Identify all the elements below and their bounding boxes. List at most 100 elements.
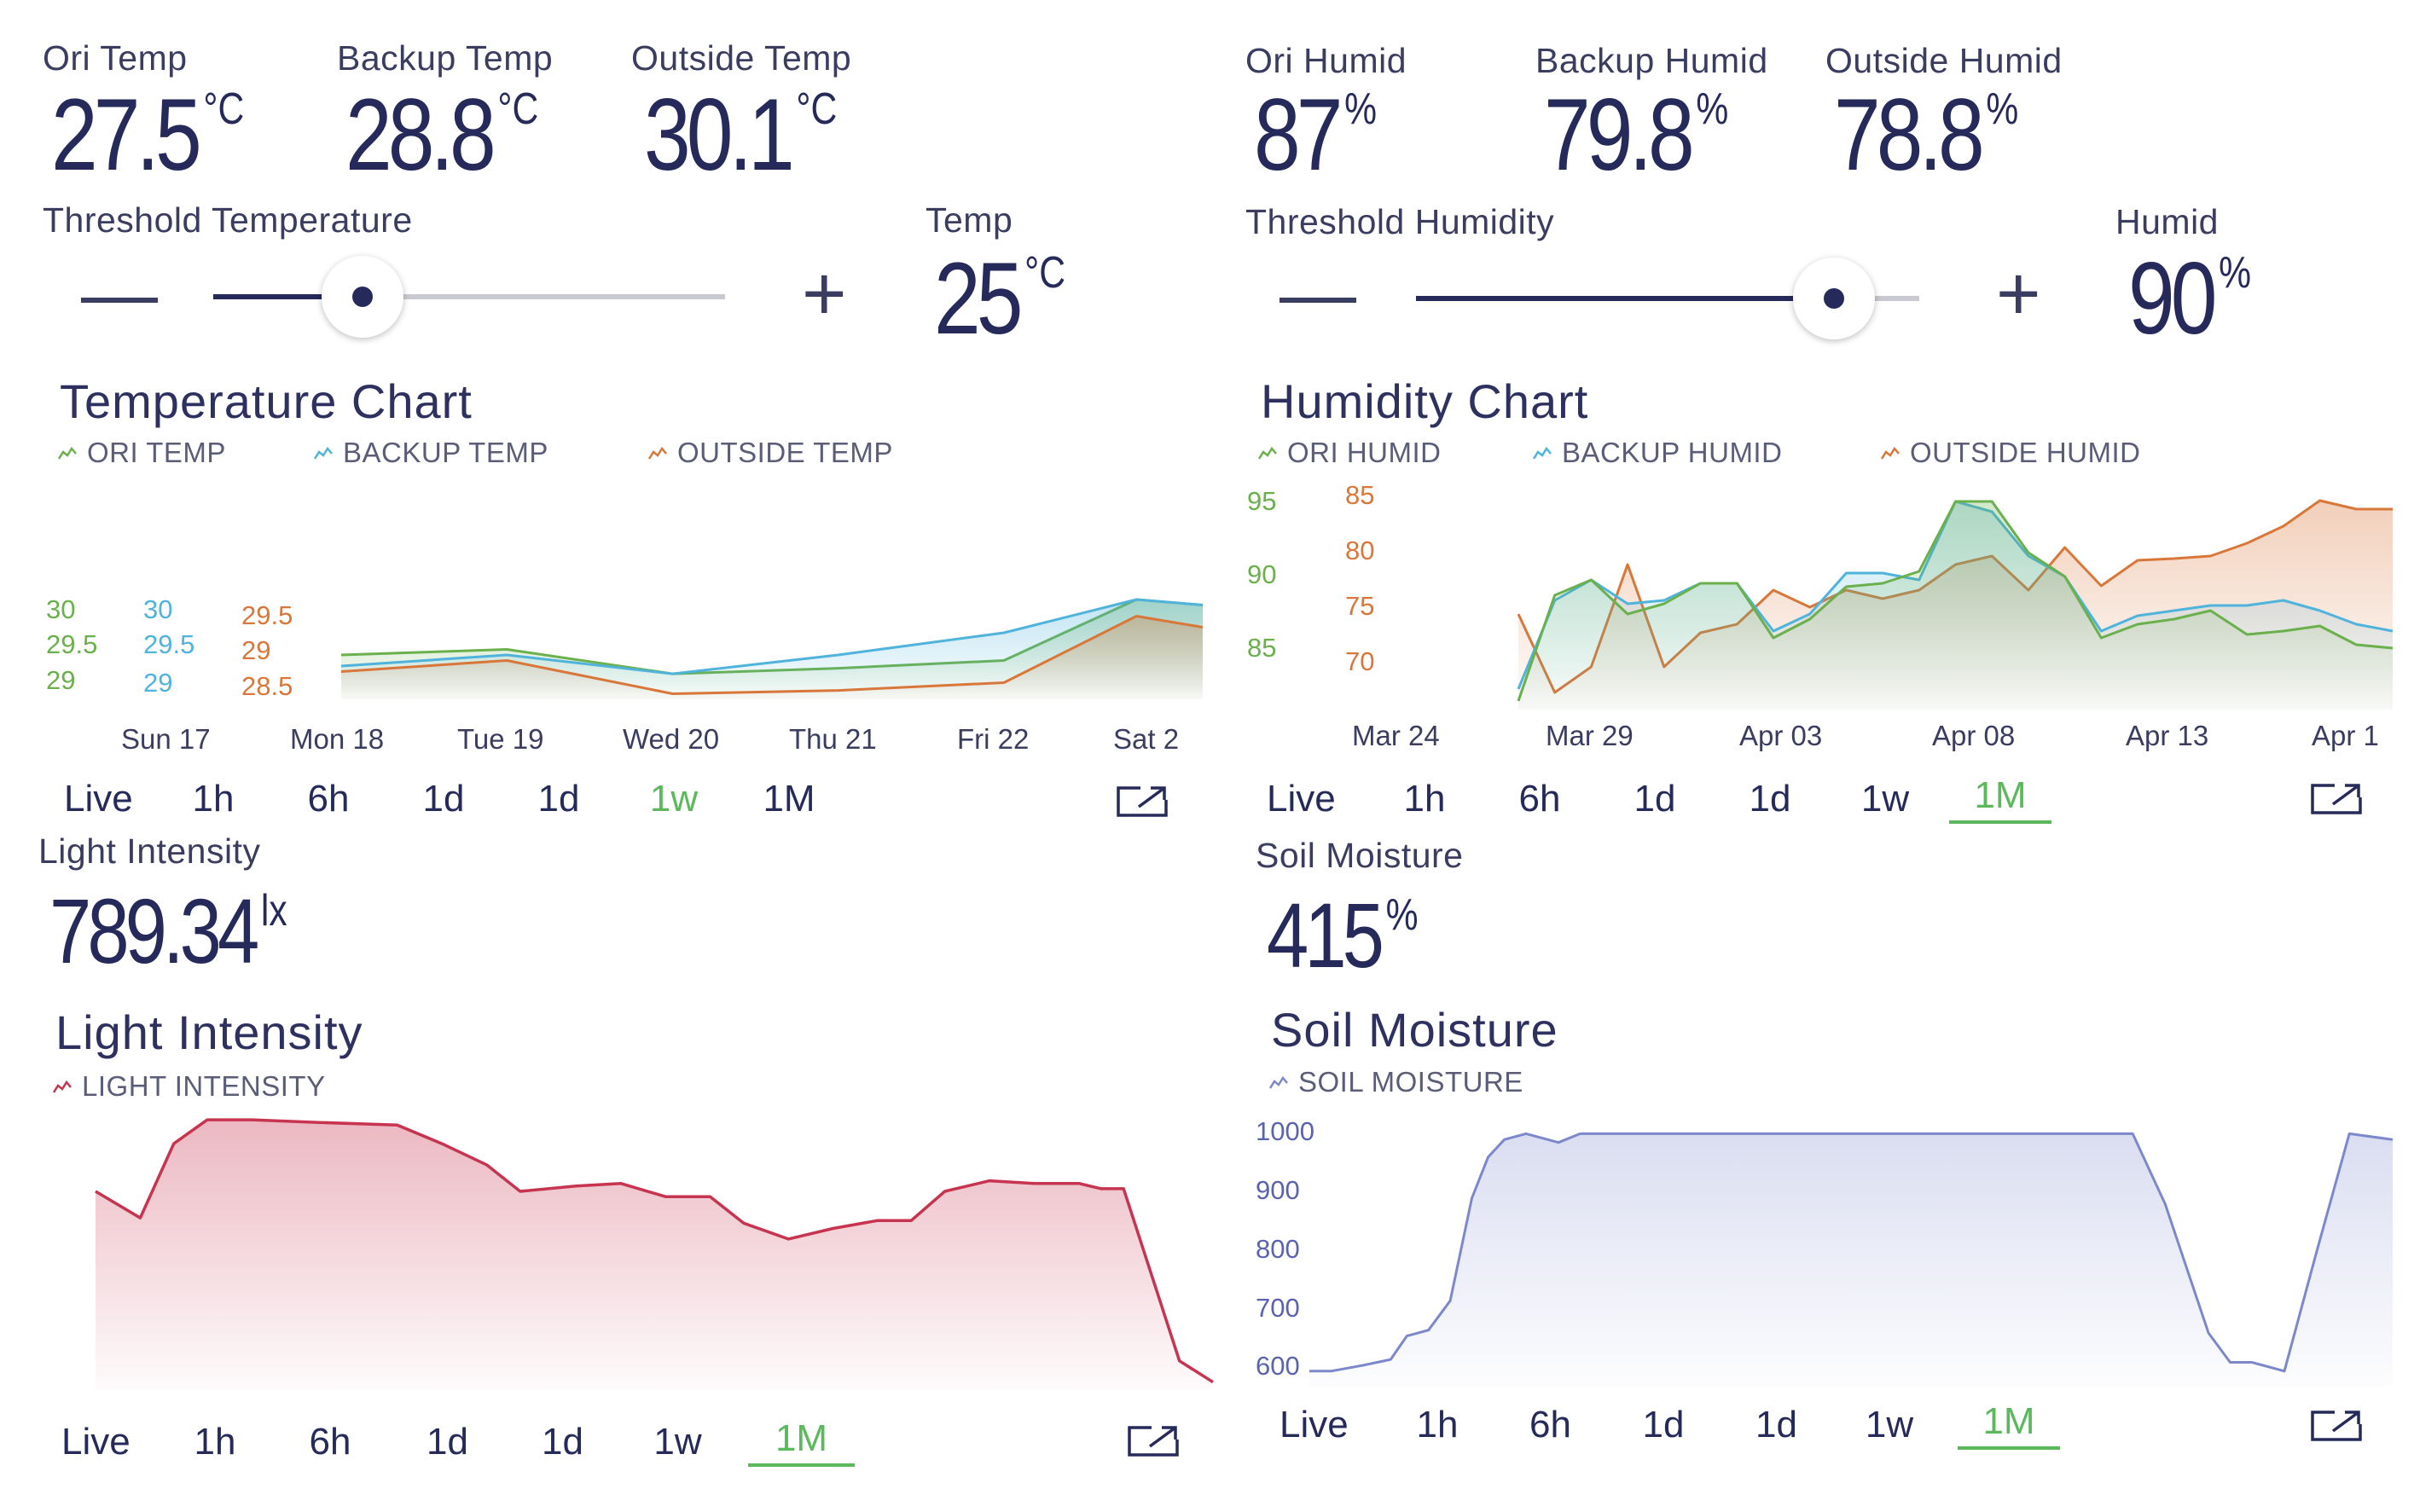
legend-line-icon	[58, 446, 77, 460]
temp-series-1-line	[340, 598, 1204, 675]
soil-moisture-value: 415%	[1267, 883, 1419, 987]
temp-setpoint-label: Temp	[926, 200, 1013, 240]
legend-soil-moisture[interactable]: SOIL MOISTURE	[1269, 1066, 1523, 1098]
legend-outside-temp[interactable]: OUTSIDE TEMP	[648, 437, 893, 469]
soil-series-0-line	[1309, 1132, 2394, 1373]
temp-setpoint-value: 25 °C	[934, 241, 1066, 356]
soil-moisture-label: Soil Moisture	[1256, 836, 1464, 875]
range-1w-button[interactable]: 1w	[1860, 778, 1910, 820]
range-1m-button[interactable]: 1M	[1949, 774, 2051, 824]
x-tick-label: Apr 03	[1739, 720, 1823, 751]
temp-decrease-button[interactable]: —	[81, 252, 158, 337]
outside-temp-label: Outside Temp	[631, 38, 852, 78]
legend-outside-humid[interactable]: OUTSIDE HUMID	[1881, 437, 2141, 469]
backup-humid-value: 79.8%	[1544, 78, 1729, 192]
legend-backup-temp[interactable]: BACKUP TEMP	[314, 437, 648, 469]
range-live-button[interactable]: Live	[1280, 1404, 1349, 1445]
light-series-0-line	[95, 1118, 1214, 1384]
temp-increase-button[interactable]: +	[802, 252, 847, 337]
soil-range-selector: Live 1h 6h 1d 1d 1w 1M	[1280, 1400, 2060, 1450]
x-tick-label: Mar 24	[1352, 720, 1440, 751]
legend-line-icon	[1533, 446, 1552, 460]
ori-temp-label: Ori Temp	[43, 38, 188, 78]
temp-axis3-tick: 28.5	[241, 671, 293, 701]
humid-slider-thumb[interactable]	[1793, 258, 1875, 339]
expand-icon[interactable]	[2309, 782, 2364, 816]
range-live-button[interactable]: Live	[64, 778, 133, 820]
humidity-x-axis: Mar 24 Mar 29 Apr 03 Apr 08 Apr 13 Apr 1	[0, 720, 2414, 754]
expand-icon[interactable]	[2309, 1409, 2364, 1443]
range-1w-button[interactable]: 1w	[1865, 1404, 1914, 1445]
range-1d-button[interactable]: 1d	[542, 1421, 583, 1463]
x-tick-label: Apr 08	[1932, 720, 2016, 751]
humid-series-0-area	[1518, 501, 2393, 710]
legend-light-intensity[interactable]: LIGHT INTENSITY	[53, 1070, 326, 1103]
backup-humid-label: Backup Humid	[1535, 41, 1768, 80]
x-tick-label: Mar 29	[1546, 720, 1634, 751]
range-1d-button[interactable]: 1d	[427, 1421, 468, 1463]
humid-axis1-tick: 95	[1247, 486, 1277, 516]
expand-icon[interactable]	[1115, 785, 1169, 819]
range-1d-button[interactable]: 1d	[422, 778, 465, 820]
humid-decrease-button[interactable]: —	[1280, 252, 1356, 337]
range-live-button[interactable]: Live	[61, 1421, 131, 1463]
range-1m-button[interactable]: 1M	[763, 778, 815, 820]
range-1h-button[interactable]: 1h	[192, 778, 235, 820]
range-1d-button[interactable]: 1d	[537, 778, 580, 820]
range-1w-button[interactable]: 1w	[649, 778, 699, 820]
light-intensity-label: Light Intensity	[38, 831, 261, 871]
range-1m-button[interactable]: 1M	[748, 1417, 855, 1467]
y-tick-label: 700	[1256, 1292, 1300, 1323]
temperature-chart-title: Temperature Chart	[60, 374, 473, 428]
temp-axis1-tick: 29	[46, 665, 76, 695]
legend-backup-humid[interactable]: BACKUP HUMID	[1533, 437, 1881, 469]
humid-threshold-slider[interactable]	[1416, 258, 1919, 339]
range-6h-button[interactable]: 6h	[309, 1421, 351, 1463]
soil-chart-legend: SOIL MOISTURE	[1269, 1066, 1523, 1098]
legend-line-icon	[1269, 1075, 1288, 1089]
range-1d-button[interactable]: 1d	[1749, 778, 1791, 820]
range-1h-button[interactable]: 1h	[1416, 1404, 1459, 1445]
humid-setpoint-value: 90%	[2128, 241, 2252, 356]
temp-axis2-tick: 29	[143, 668, 173, 698]
legend-ori-temp[interactable]: ORI TEMP	[58, 437, 314, 469]
threshold-temp-label: Threshold Temperature	[43, 200, 413, 240]
y-tick-label: 900	[1256, 1175, 1300, 1206]
range-1d-button[interactable]: 1d	[1634, 778, 1676, 820]
x-tick-label: Wed 20	[623, 723, 720, 755]
range-1h-button[interactable]: 1h	[1403, 778, 1446, 820]
legend-line-icon	[1881, 446, 1900, 460]
x-tick-label: Thu 21	[789, 723, 877, 755]
temperature-chart-legend: ORI TEMP BACKUP TEMP OUTSIDE TEMP	[58, 437, 893, 469]
range-1d-button[interactable]: 1d	[1642, 1404, 1685, 1445]
humid-increase-button[interactable]: +	[1996, 252, 2041, 337]
x-tick-label: Sun 17	[121, 723, 211, 755]
range-1d-button[interactable]: 1d	[1755, 1404, 1797, 1445]
temp-slider-thumb[interactable]	[322, 256, 403, 338]
range-1h-button[interactable]: 1h	[194, 1421, 236, 1463]
ori-temp-value: 27.5 °C	[51, 78, 245, 192]
ori-humid-label: Ori Humid	[1245, 41, 1407, 80]
range-1m-button[interactable]: 1M	[1958, 1400, 2060, 1450]
range-6h-button[interactable]: 6h	[1518, 778, 1561, 820]
humidity-chart-title: Humidity Chart	[1261, 374, 1589, 428]
ori-humid-value: 87%	[1254, 78, 1378, 192]
legend-ori-humid[interactable]: ORI HUMID	[1258, 437, 1533, 469]
humidity-range-selector: Live 1h 6h 1d 1d 1w 1M	[1267, 774, 2051, 824]
light-intensity-value: 789.34 lx	[49, 879, 287, 982]
range-live-button[interactable]: Live	[1267, 778, 1336, 820]
humid-series-0-line	[1517, 500, 2394, 702]
expand-icon[interactable]	[1126, 1424, 1181, 1458]
range-6h-button[interactable]: 6h	[307, 778, 350, 820]
legend-line-icon	[53, 1080, 72, 1093]
temp-threshold-slider[interactable]	[213, 256, 725, 338]
soil-chart-title: Soil Moisture	[1271, 1003, 1558, 1057]
temp-axis2-tick: 30	[143, 594, 173, 624]
range-1w-button[interactable]: 1w	[653, 1421, 702, 1463]
range-6h-button[interactable]: 6h	[1529, 1404, 1571, 1445]
temp-axis1-tick: 30	[46, 594, 76, 624]
y-tick-label: 600	[1256, 1351, 1300, 1382]
